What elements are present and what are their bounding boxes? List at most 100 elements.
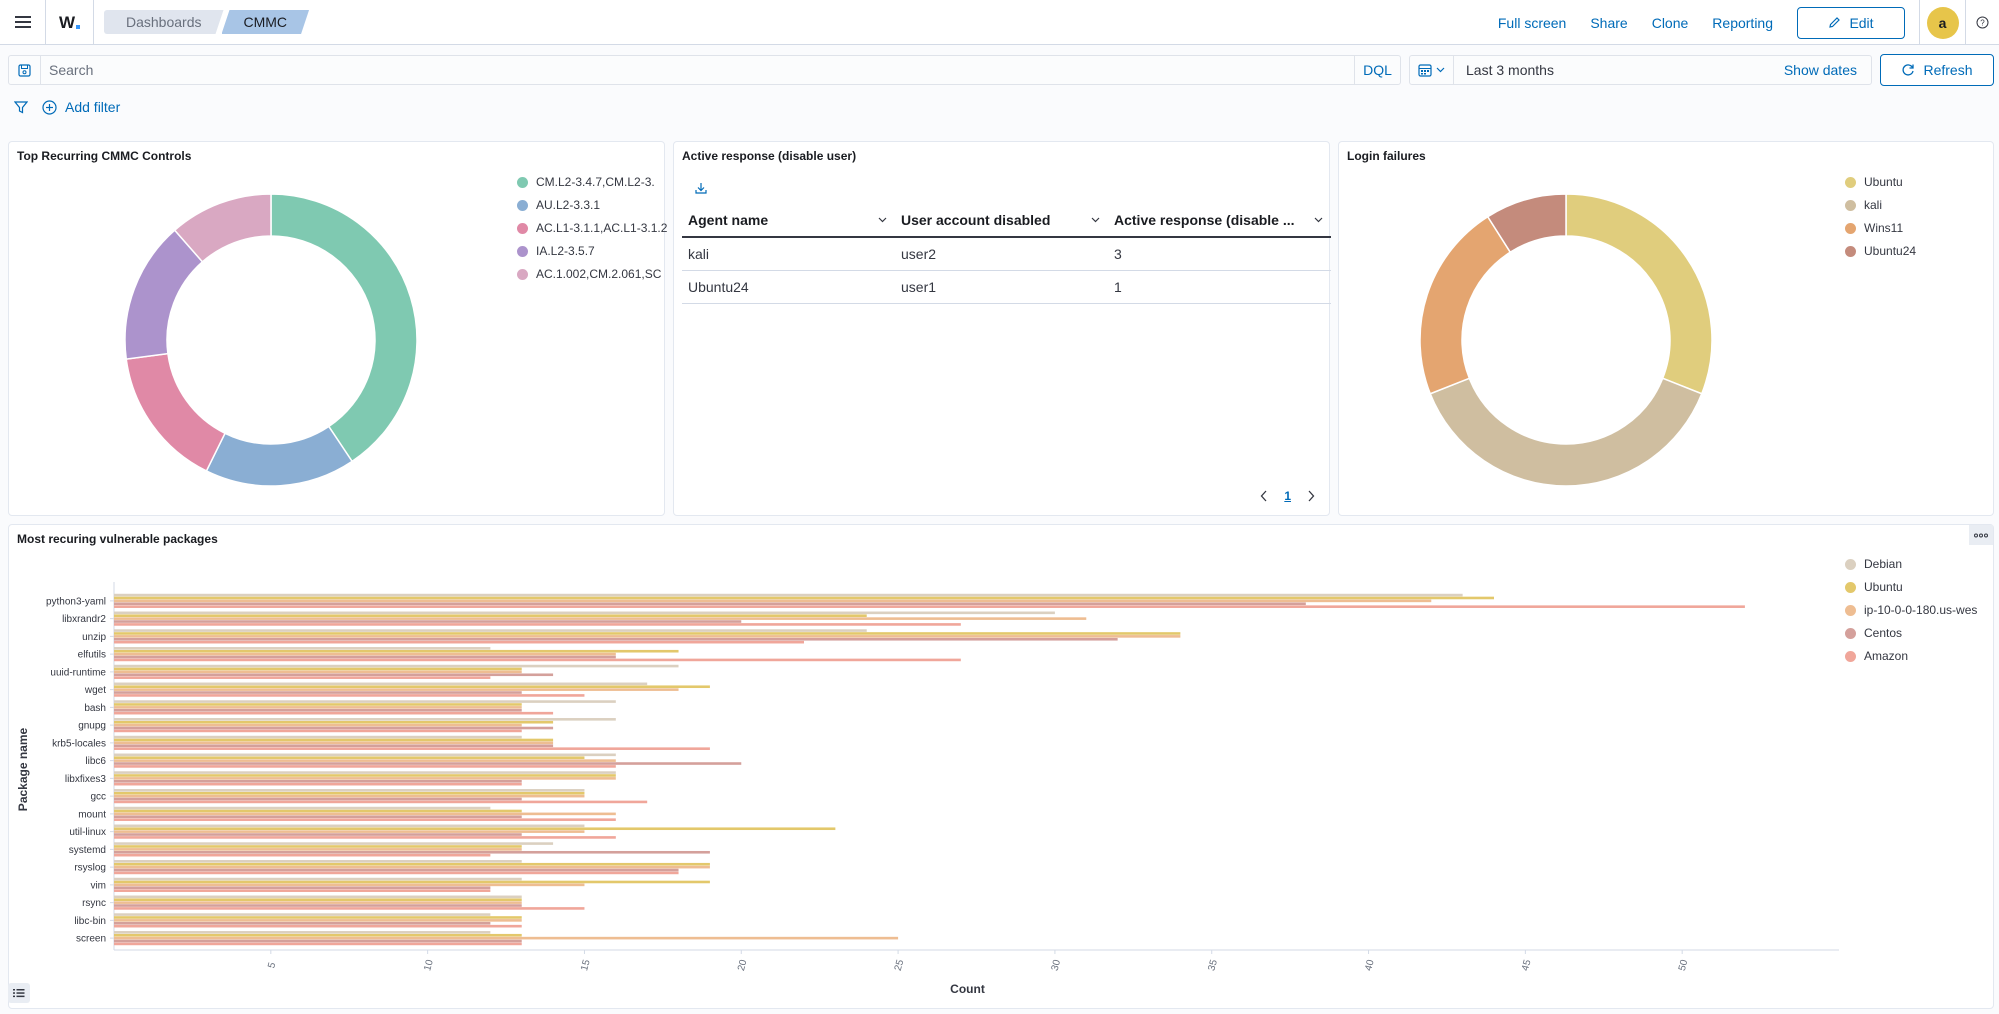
breadcrumb-dashboards[interactable]: Dashboards [104,10,224,34]
bar[interactable] [114,747,710,750]
date-range-text[interactable]: Last 3 months [1466,62,1554,78]
query-language-button[interactable]: DQL [1354,56,1400,84]
bar[interactable] [114,691,522,694]
legend-item[interactable]: Centos [1845,626,1993,640]
bar[interactable] [114,836,616,839]
bar[interactable] [114,850,710,854]
bar[interactable] [114,845,522,848]
avatar[interactable]: a [1926,6,1959,39]
bar[interactable] [114,919,522,922]
bar[interactable] [114,942,522,946]
bar[interactable] [114,670,522,674]
bar[interactable] [114,812,616,816]
bar[interactable] [114,611,1055,615]
bar[interactable] [114,921,491,925]
bar[interactable] [114,605,1745,608]
reporting-link[interactable]: Reporting [1712,14,1773,31]
bar[interactable] [114,729,522,733]
bar[interactable] [114,933,522,937]
app-logo[interactable]: W [46,0,94,45]
bar[interactable] [114,629,867,632]
legend-item[interactable]: Ubuntu [1845,580,1993,594]
bar[interactable] [114,939,522,943]
bar[interactable] [114,673,554,677]
saved-query-button[interactable] [9,56,41,84]
menu-button[interactable] [0,0,46,45]
bar[interactable] [114,738,554,742]
search-input[interactable] [41,62,1354,78]
filter-icon[interactable] [14,100,28,114]
bar[interactable] [114,898,522,902]
bar[interactable] [114,617,1087,620]
bar[interactable] [114,667,522,671]
bar[interactable] [114,936,899,940]
bar[interactable] [114,777,616,780]
bar[interactable] [114,765,616,768]
legend-item[interactable]: AC.1.002,CM.2.061,SC [517,267,667,281]
bar[interactable] [114,842,554,845]
bar[interactable] [114,791,585,795]
bar[interactable] [114,800,648,804]
quick-date-button[interactable] [1410,56,1454,84]
bar[interactable] [114,907,585,910]
bar[interactable] [114,833,522,836]
donut-slice[interactable] [1486,193,1567,254]
bar[interactable] [114,880,710,884]
bar[interactable] [114,635,1181,638]
bar[interactable] [114,913,491,916]
donut-slice[interactable] [205,425,354,487]
bar[interactable] [114,862,710,866]
bar[interactable] [114,860,522,863]
bar[interactable] [114,753,616,757]
bar[interactable] [114,916,522,919]
bar[interactable] [114,779,522,783]
legend-item[interactable]: AC.L1-3.1.1,AC.L1-3.1.2, [517,221,667,235]
legend-item[interactable]: ip-10-0-0-180.us-wes [1845,603,1993,617]
bar[interactable] [114,658,961,662]
bar[interactable] [114,871,679,875]
column-header-user-account-disabled[interactable]: User account disabled [895,203,1108,238]
donut-slice[interactable] [1429,377,1703,487]
bar[interactable] [114,726,554,730]
bar[interactable] [114,818,616,821]
bar[interactable] [114,868,679,872]
bar[interactable] [114,708,522,712]
bar[interactable] [114,676,491,679]
donut-slice[interactable] [270,193,418,463]
bar[interactable] [114,895,522,899]
bar[interactable] [114,774,616,777]
bar[interactable] [114,865,710,869]
bar[interactable] [114,877,522,881]
bar[interactable] [114,853,491,857]
bar[interactable] [114,703,522,706]
chevron-left-icon[interactable] [1260,490,1268,502]
bar[interactable] [114,782,522,786]
bar[interactable] [114,593,1463,597]
bar[interactable] [114,741,554,745]
bar[interactable] [114,723,522,727]
column-header-agent-name[interactable]: Agent name [682,203,895,238]
bar[interactable] [114,694,585,697]
column-header-active-response[interactable]: Active response (disable ... [1108,203,1331,238]
bar[interactable] [114,759,616,762]
bar[interactable] [114,931,491,934]
bar[interactable] [114,794,585,798]
bar[interactable] [114,824,585,828]
bar[interactable] [114,614,867,618]
bar[interactable] [114,756,585,760]
donut-slice[interactable] [1565,193,1713,395]
bar[interactable] [114,904,522,907]
edit-button[interactable]: Edit [1797,6,1905,39]
bar[interactable] [114,718,616,721]
donut-slice[interactable] [1419,215,1512,395]
bar[interactable] [114,682,648,686]
help-button[interactable]: ? [1965,0,1999,45]
add-filter-button[interactable]: Add filter [42,99,120,115]
bar[interactable] [114,711,554,715]
share-link[interactable]: Share [1590,14,1628,31]
bar[interactable] [114,649,679,653]
bar[interactable] [114,762,742,765]
bar[interactable] [114,706,522,709]
bar[interactable] [114,652,616,656]
bar[interactable] [114,924,522,928]
